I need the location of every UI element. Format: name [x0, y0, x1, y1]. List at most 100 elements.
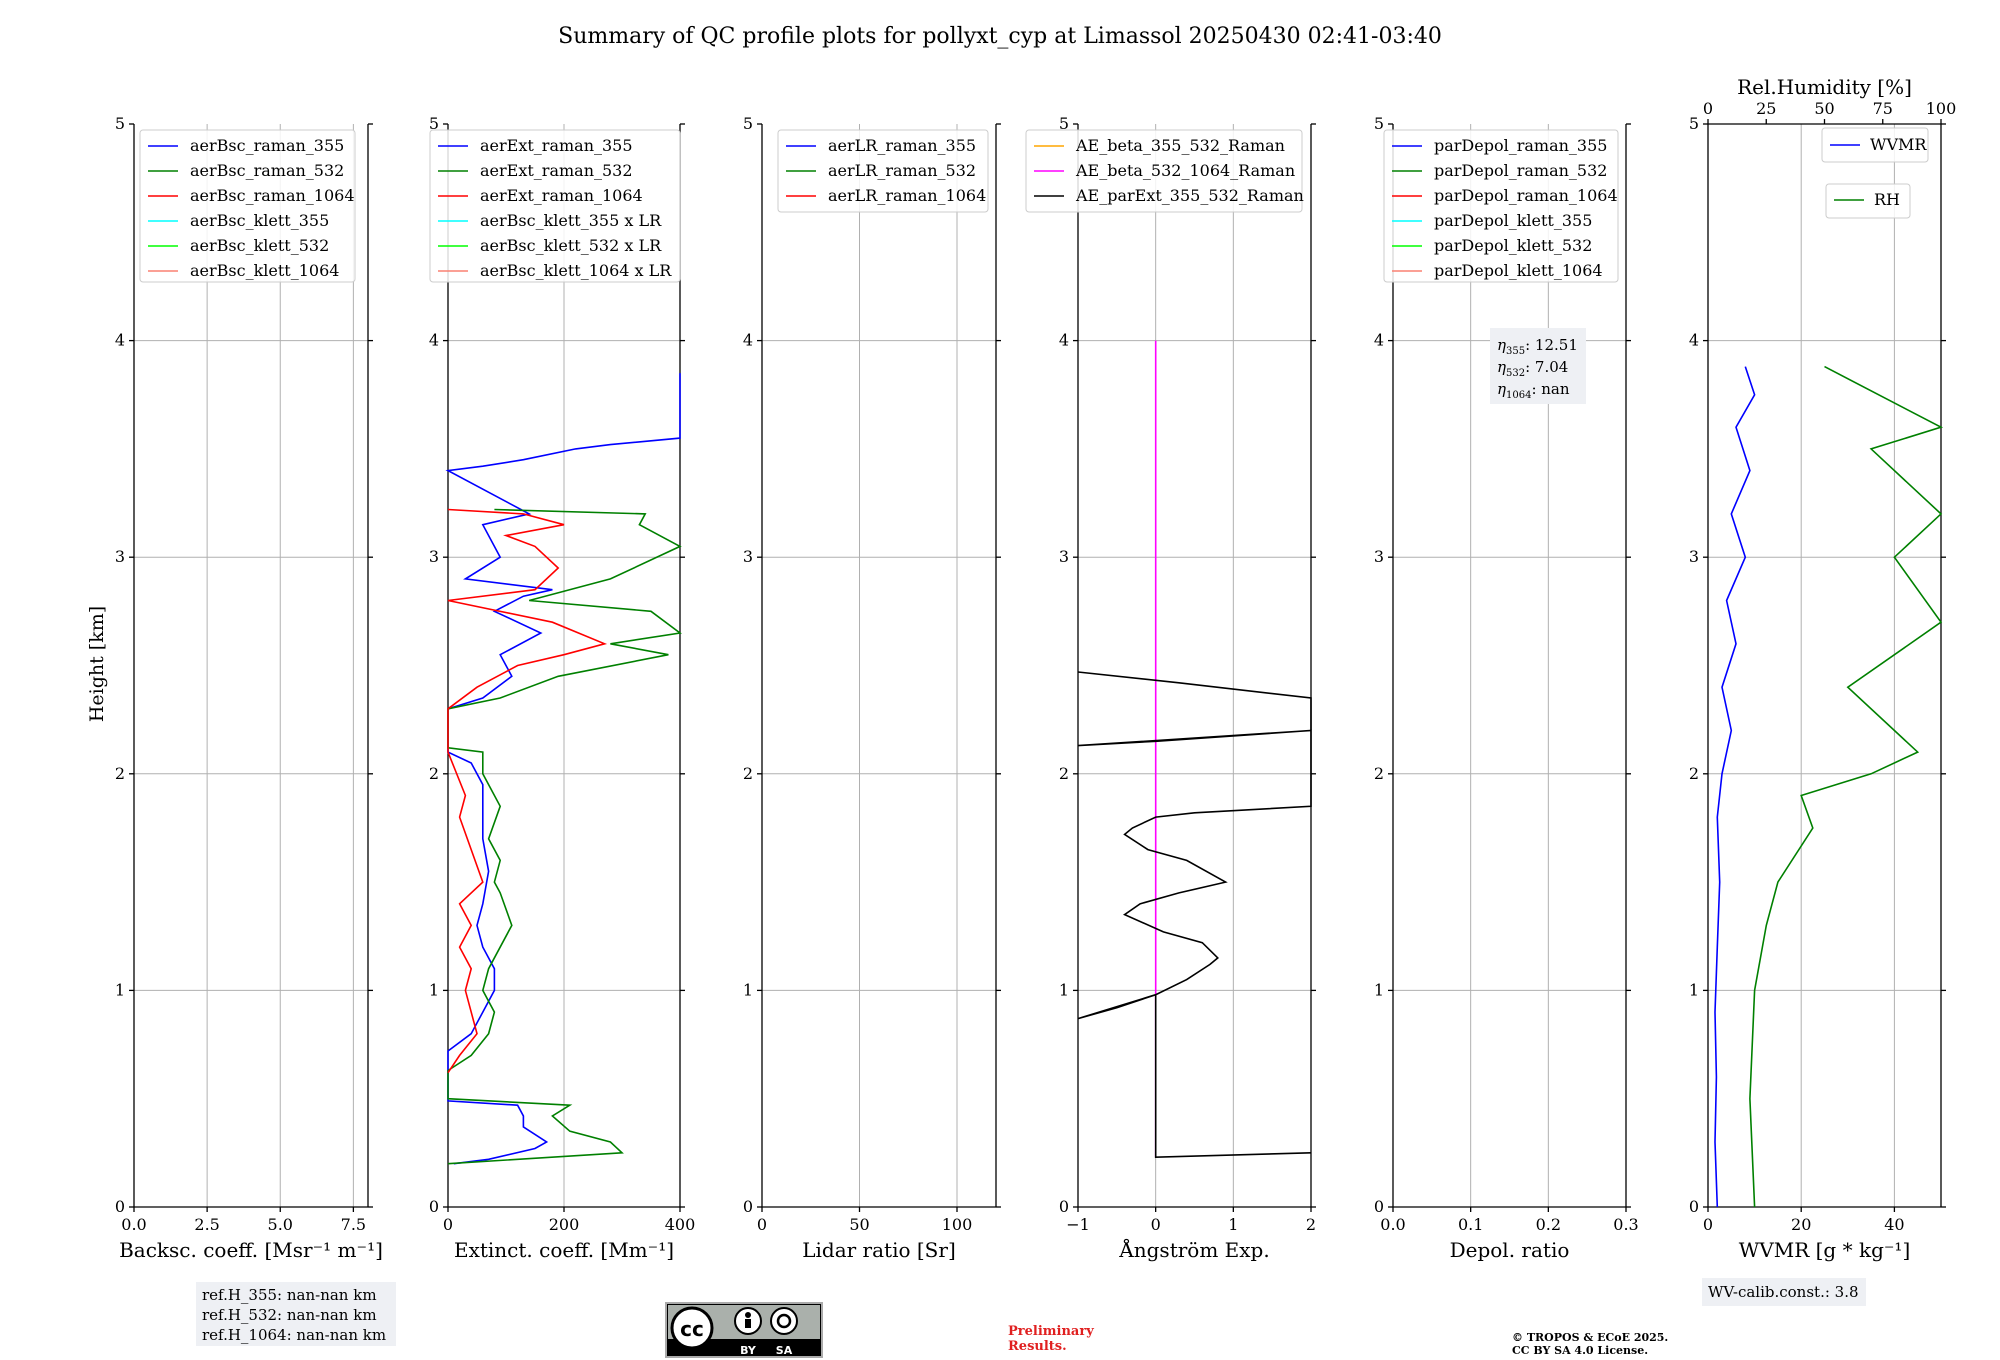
legend-label: AE_beta_532_1064_Raman [1075, 161, 1295, 180]
legend-label: aerLR_raman_355 [828, 136, 976, 155]
y-tick-label: 1 [1374, 980, 1384, 999]
y-tick-label: 2 [115, 764, 125, 783]
x-axis-label: Depol. ratio [1450, 1238, 1570, 1262]
x-tick-label: 0.2 [1536, 1215, 1561, 1234]
x-tick-label: 5.0 [268, 1215, 293, 1234]
eta-1064: η1064: nan [1497, 380, 1570, 401]
refh-background [196, 1282, 396, 1346]
by-label: BY [740, 1344, 757, 1357]
copyright-line-2: CC BY SA 4.0 License. [1512, 1344, 1648, 1357]
y-tick-label: 1 [115, 980, 125, 999]
x-tick-label: −1 [1066, 1215, 1090, 1234]
eta-symbol: η [1497, 358, 1506, 376]
x-axis-label: Backsc. coeff. [Msr⁻¹ m⁻¹] [119, 1238, 383, 1262]
y-tick-label: 5 [1374, 114, 1384, 133]
eta-subscript: 532 [1506, 368, 1525, 379]
x-tick-label: 20 [1791, 1215, 1811, 1234]
legend-label: aerBsc_klett_1064 [190, 261, 339, 280]
legend-label: WVMR [1870, 135, 1927, 154]
legend-box [1025, 129, 1303, 213]
legend-label: aerLR_raman_1064 [828, 186, 986, 205]
sa-share-icon [770, 1307, 798, 1335]
x-tick-label: 50 [849, 1215, 869, 1234]
y-tick-label: 3 [1374, 547, 1384, 566]
y-tick-label: 4 [1374, 331, 1384, 350]
eta-value: : 7.04 [1525, 358, 1568, 376]
x-axis-label: Extinct. coeff. [Mm⁻¹] [454, 1238, 674, 1262]
legend-label: parDepol_raman_355 [1434, 136, 1607, 155]
y-tick-label: 2 [429, 764, 439, 783]
series-line-ae-parext-355-532-raman [1077, 671, 1312, 1159]
x-axis-label: Ångström Exp. [1118, 1237, 1269, 1262]
y-tick-label: 0 [429, 1197, 439, 1216]
y-tick-label: 3 [1059, 547, 1069, 566]
y-tick-label: 5 [743, 114, 753, 133]
y-tick-label: 3 [743, 547, 753, 566]
legend-label: aerExt_raman_1064 [480, 186, 643, 205]
legend-label: aerBsc_raman_1064 [190, 186, 355, 205]
figure-title: Summary of QC profile plots for pollyxt_… [558, 24, 1442, 49]
legend-angstrom: AE_beta_355_532_Raman AE_beta_532_1064_R… [1025, 129, 1304, 213]
y-tick-label: 1 [1059, 980, 1069, 999]
x-tick-label: 0 [1151, 1215, 1161, 1234]
x-axis-label: Lidar ratio [Sr] [802, 1238, 956, 1262]
refh-355: ref.H_355: nan-nan km [202, 1286, 377, 1304]
y-tick-label: 4 [1689, 331, 1699, 350]
legend-label: aerLR_raman_532 [828, 161, 976, 180]
cc-icon [670, 1306, 714, 1350]
y-tick-label: 5 [1689, 114, 1699, 133]
series-line-aerext-raman-355 [445, 373, 681, 1165]
legend-box [1821, 127, 1929, 163]
y-tick-label: 2 [1689, 764, 1699, 783]
refh-532: ref.H_532: nan-nan km [202, 1306, 377, 1324]
x-tick-label: 40 [1884, 1215, 1904, 1234]
legend-label: aerBsc_klett_532 x LR [480, 236, 662, 255]
series-line-wvmr [1714, 366, 1756, 1208]
legend-backscatter: aerBsc_raman_355 aerBsc_raman_532 aerBsc… [139, 129, 356, 283]
x-tick-label: 0.1 [1458, 1215, 1483, 1234]
cc-text: cc [680, 1317, 704, 1341]
legend-wvmr: WVMR [1821, 127, 1929, 163]
y-tick-label: 3 [115, 547, 125, 566]
y-tick-label: 3 [429, 547, 439, 566]
legend-depol: parDepol_raman_355 parDepol_raman_532 pa… [1383, 129, 1619, 283]
y-tick-label: 5 [429, 114, 439, 133]
refh-1064: ref.H_1064: nan-nan km [202, 1326, 386, 1344]
series-line-aerext-raman-1064 [447, 508, 608, 1074]
y-axis-label: Height [km] [86, 606, 108, 722]
legend-box [1383, 129, 1619, 283]
legend-box [1825, 183, 1911, 219]
y-tick-label: 0 [115, 1197, 125, 1216]
x2-tick-label: 100 [1926, 99, 1957, 118]
x-tick-label: 0.3 [1613, 1215, 1638, 1234]
wv-calibration-box: WV-calib.const.: 3.8 [1702, 1278, 1866, 1306]
y-tick-label: 1 [743, 980, 753, 999]
eta-info-box: η355: 12.51 η532: 7.04 η1064: nan [1490, 328, 1586, 404]
y-tick-label: 5 [1059, 114, 1069, 133]
eta-value: : nan [1531, 380, 1569, 398]
x2-axis-label: Rel.Humidity [%] [1737, 75, 1912, 99]
legend-box [139, 129, 356, 283]
eta-subscript: 1064 [1506, 390, 1531, 401]
legend-label: aerExt_raman_355 [480, 136, 633, 155]
legend-label: aerExt_raman_532 [480, 161, 633, 180]
x-tick-label: 0 [757, 1215, 767, 1234]
eta-value: : 12.51 [1525, 336, 1578, 354]
x-axis-label: WVMR [g * kg⁻¹] [1739, 1238, 1911, 1262]
series-line-rh [1749, 365, 1944, 1208]
preliminary-line-2: Results. [1008, 1339, 1067, 1354]
x-tick-label: 2.5 [194, 1215, 219, 1234]
legend-box [777, 129, 989, 213]
y-tick-label: 2 [1374, 764, 1384, 783]
legend-label: aerBsc_klett_532 [190, 236, 329, 255]
legend-label: AE_beta_355_532_Raman [1075, 136, 1285, 155]
legend-label: aerBsc_klett_355 x LR [480, 211, 662, 230]
x2-tick-label: 25 [1756, 99, 1776, 118]
legend-label: aerBsc_klett_355 [190, 211, 329, 230]
legend-extinction: aerExt_raman_355 aerExt_raman_532 aerExt… [429, 129, 681, 283]
sa-label: SA [776, 1344, 793, 1357]
x-tick-label: 400 [665, 1215, 696, 1234]
x-tick-label: 200 [549, 1215, 580, 1234]
eta-355: η355: 12.51 [1497, 336, 1578, 357]
